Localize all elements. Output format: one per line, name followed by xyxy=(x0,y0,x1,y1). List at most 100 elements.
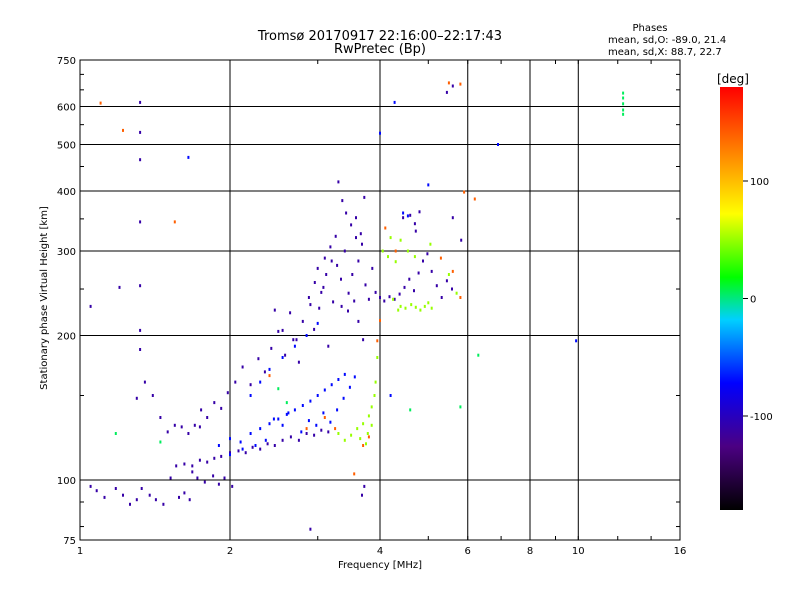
data-point xyxy=(259,427,262,431)
data-point xyxy=(183,462,186,466)
data-point xyxy=(159,416,162,419)
data-point xyxy=(237,449,240,453)
data-point xyxy=(427,183,430,187)
data-point xyxy=(281,438,284,442)
data-point xyxy=(394,260,397,264)
data-point xyxy=(129,502,131,506)
data-point xyxy=(419,308,422,312)
data-point xyxy=(447,273,450,276)
data-point xyxy=(399,238,402,242)
data-point xyxy=(309,303,312,307)
data-point xyxy=(251,445,254,449)
data-point xyxy=(393,297,396,301)
data-point xyxy=(307,419,310,423)
y-tick-label: 75 xyxy=(63,536,76,547)
data-point xyxy=(394,249,397,253)
y-tick-label: 500 xyxy=(57,141,76,152)
data-point xyxy=(427,301,430,305)
data-point xyxy=(198,458,201,462)
data-point xyxy=(175,464,178,468)
y-tick-label: 300 xyxy=(57,247,76,258)
data-point xyxy=(272,417,275,421)
data-point xyxy=(273,308,276,312)
data-point xyxy=(178,495,180,499)
data-point xyxy=(148,493,151,497)
data-point xyxy=(355,236,357,240)
x-tick-label: 10 xyxy=(572,546,585,557)
data-point xyxy=(413,222,416,226)
data-point xyxy=(371,266,374,270)
data-point xyxy=(345,211,348,215)
y-axis-ticks: 75 100 200 300 400 500 600 750 xyxy=(57,56,76,547)
data-point xyxy=(459,296,462,299)
data-point xyxy=(226,391,229,395)
data-point xyxy=(151,394,154,397)
data-point xyxy=(374,380,377,384)
data-point xyxy=(413,255,416,259)
data-point xyxy=(277,387,280,391)
data-point xyxy=(139,284,142,288)
data-point xyxy=(297,438,300,442)
data-point xyxy=(364,283,367,287)
y-tick-label: 100 xyxy=(57,476,76,487)
data-point xyxy=(187,155,190,159)
data-point xyxy=(285,401,288,405)
y-tick-label: 400 xyxy=(57,187,76,198)
data-point xyxy=(268,367,271,371)
data-point xyxy=(330,383,333,387)
data-point xyxy=(229,453,231,457)
data-point xyxy=(173,220,176,224)
data-point xyxy=(198,425,201,429)
data-point xyxy=(473,197,476,201)
data-point xyxy=(440,296,443,299)
data-point xyxy=(362,444,365,447)
data-point xyxy=(270,346,273,350)
data-point xyxy=(353,375,356,379)
y-tick-label: 600 xyxy=(57,103,76,114)
data-point xyxy=(353,299,356,303)
data-point xyxy=(422,259,424,263)
data-point xyxy=(451,287,453,291)
x-tick-label: 8 xyxy=(527,546,533,557)
data-point xyxy=(399,304,402,308)
data-point xyxy=(188,498,191,502)
data-point xyxy=(139,348,142,351)
data-point xyxy=(429,242,432,246)
data-point xyxy=(435,284,438,288)
x-tick-label: 4 xyxy=(377,546,383,557)
data-point xyxy=(281,328,284,332)
data-point xyxy=(402,211,405,215)
data-point xyxy=(361,242,363,246)
data-point xyxy=(337,432,340,435)
data-point xyxy=(99,101,102,105)
chart-title: Tromsø 20170917 22:16:00–22:17:43 xyxy=(257,29,502,44)
data-point xyxy=(135,498,138,502)
colorbar: [deg] 100 0 -100 xyxy=(717,72,773,510)
data-point xyxy=(323,416,326,419)
data-point xyxy=(273,444,276,447)
data-point xyxy=(122,128,124,132)
colorbar-gradient xyxy=(720,87,743,510)
data-point xyxy=(622,108,625,112)
data-point xyxy=(348,385,351,389)
data-point xyxy=(367,414,370,418)
data-point xyxy=(445,90,448,94)
data-point xyxy=(359,232,362,236)
data-points xyxy=(89,81,625,531)
data-point xyxy=(323,256,326,260)
data-point xyxy=(103,495,106,499)
data-point xyxy=(316,321,319,325)
data-point xyxy=(293,408,296,412)
data-point xyxy=(292,338,295,342)
data-point xyxy=(329,420,332,424)
data-point xyxy=(379,131,381,135)
data-point xyxy=(313,327,316,331)
colorbar-tick-label: 100 xyxy=(750,177,769,188)
data-point xyxy=(340,304,343,308)
data-point xyxy=(229,451,231,455)
x-tick-label: 2 xyxy=(227,546,233,557)
data-point xyxy=(173,423,176,427)
data-point xyxy=(213,456,216,460)
data-point xyxy=(622,91,625,95)
